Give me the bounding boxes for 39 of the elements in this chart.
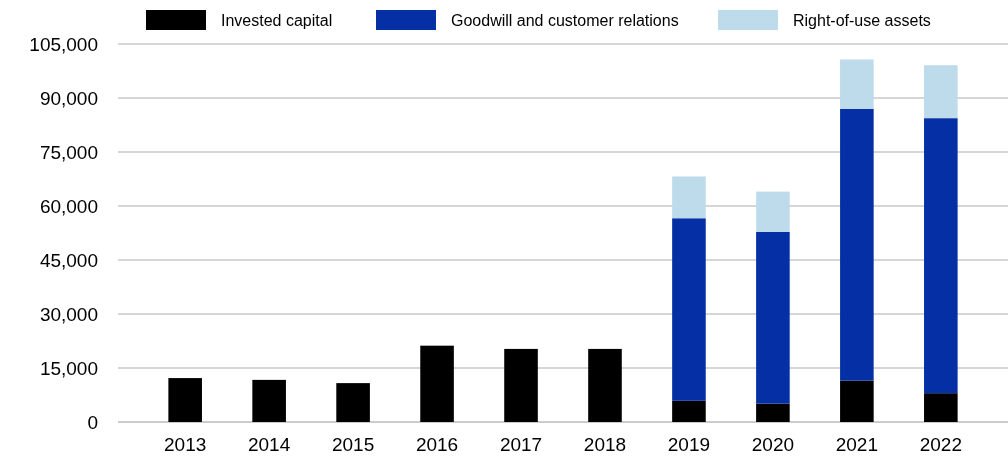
bar: [168, 378, 202, 422]
bar: [756, 231, 790, 404]
legend-label: Right-of-use assets: [793, 11, 931, 29]
x-tick-label: 2022: [919, 433, 962, 455]
bar: [924, 65, 958, 119]
legend-label: Goodwill and customer relations: [451, 11, 679, 29]
bar: [252, 379, 286, 422]
x-tick-label: 2014: [247, 433, 291, 455]
y-tick-label: 0: [87, 411, 98, 433]
x-tick-label: 2018: [583, 433, 627, 455]
x-tick-label: 2019: [667, 433, 711, 455]
x-tick-label: 2021: [835, 433, 879, 455]
bar: [672, 176, 706, 219]
x-tick-label: 2017: [499, 433, 543, 455]
y-tick-label: 105,000: [29, 33, 98, 55]
bar: [840, 108, 874, 381]
x-tick-label: 2015: [331, 433, 375, 455]
x-tick-label: 2020: [751, 433, 795, 455]
bar: [756, 403, 790, 422]
bar: [924, 393, 958, 422]
bar: [504, 348, 538, 422]
y-tick-label: 30,000: [39, 303, 98, 325]
bar: [840, 59, 874, 109]
y-tick-label: 45,000: [39, 249, 98, 271]
y-tick-label: 60,000: [39, 195, 98, 217]
x-tick-label: 2013: [164, 433, 207, 455]
bar: [588, 348, 622, 422]
y-tick-label: 90,000: [39, 87, 98, 109]
x-tick-label: 2016: [415, 433, 459, 455]
bar: [756, 191, 790, 232]
y-tick-label: 75,000: [39, 141, 98, 163]
bar: [924, 118, 958, 394]
bar: [672, 400, 706, 422]
bar: [336, 383, 370, 422]
bar: [672, 218, 706, 401]
legend-label: Invested capital: [221, 11, 333, 29]
y-tick-label: 15,000: [39, 357, 98, 379]
bar: [420, 345, 454, 422]
bar: [840, 380, 874, 422]
